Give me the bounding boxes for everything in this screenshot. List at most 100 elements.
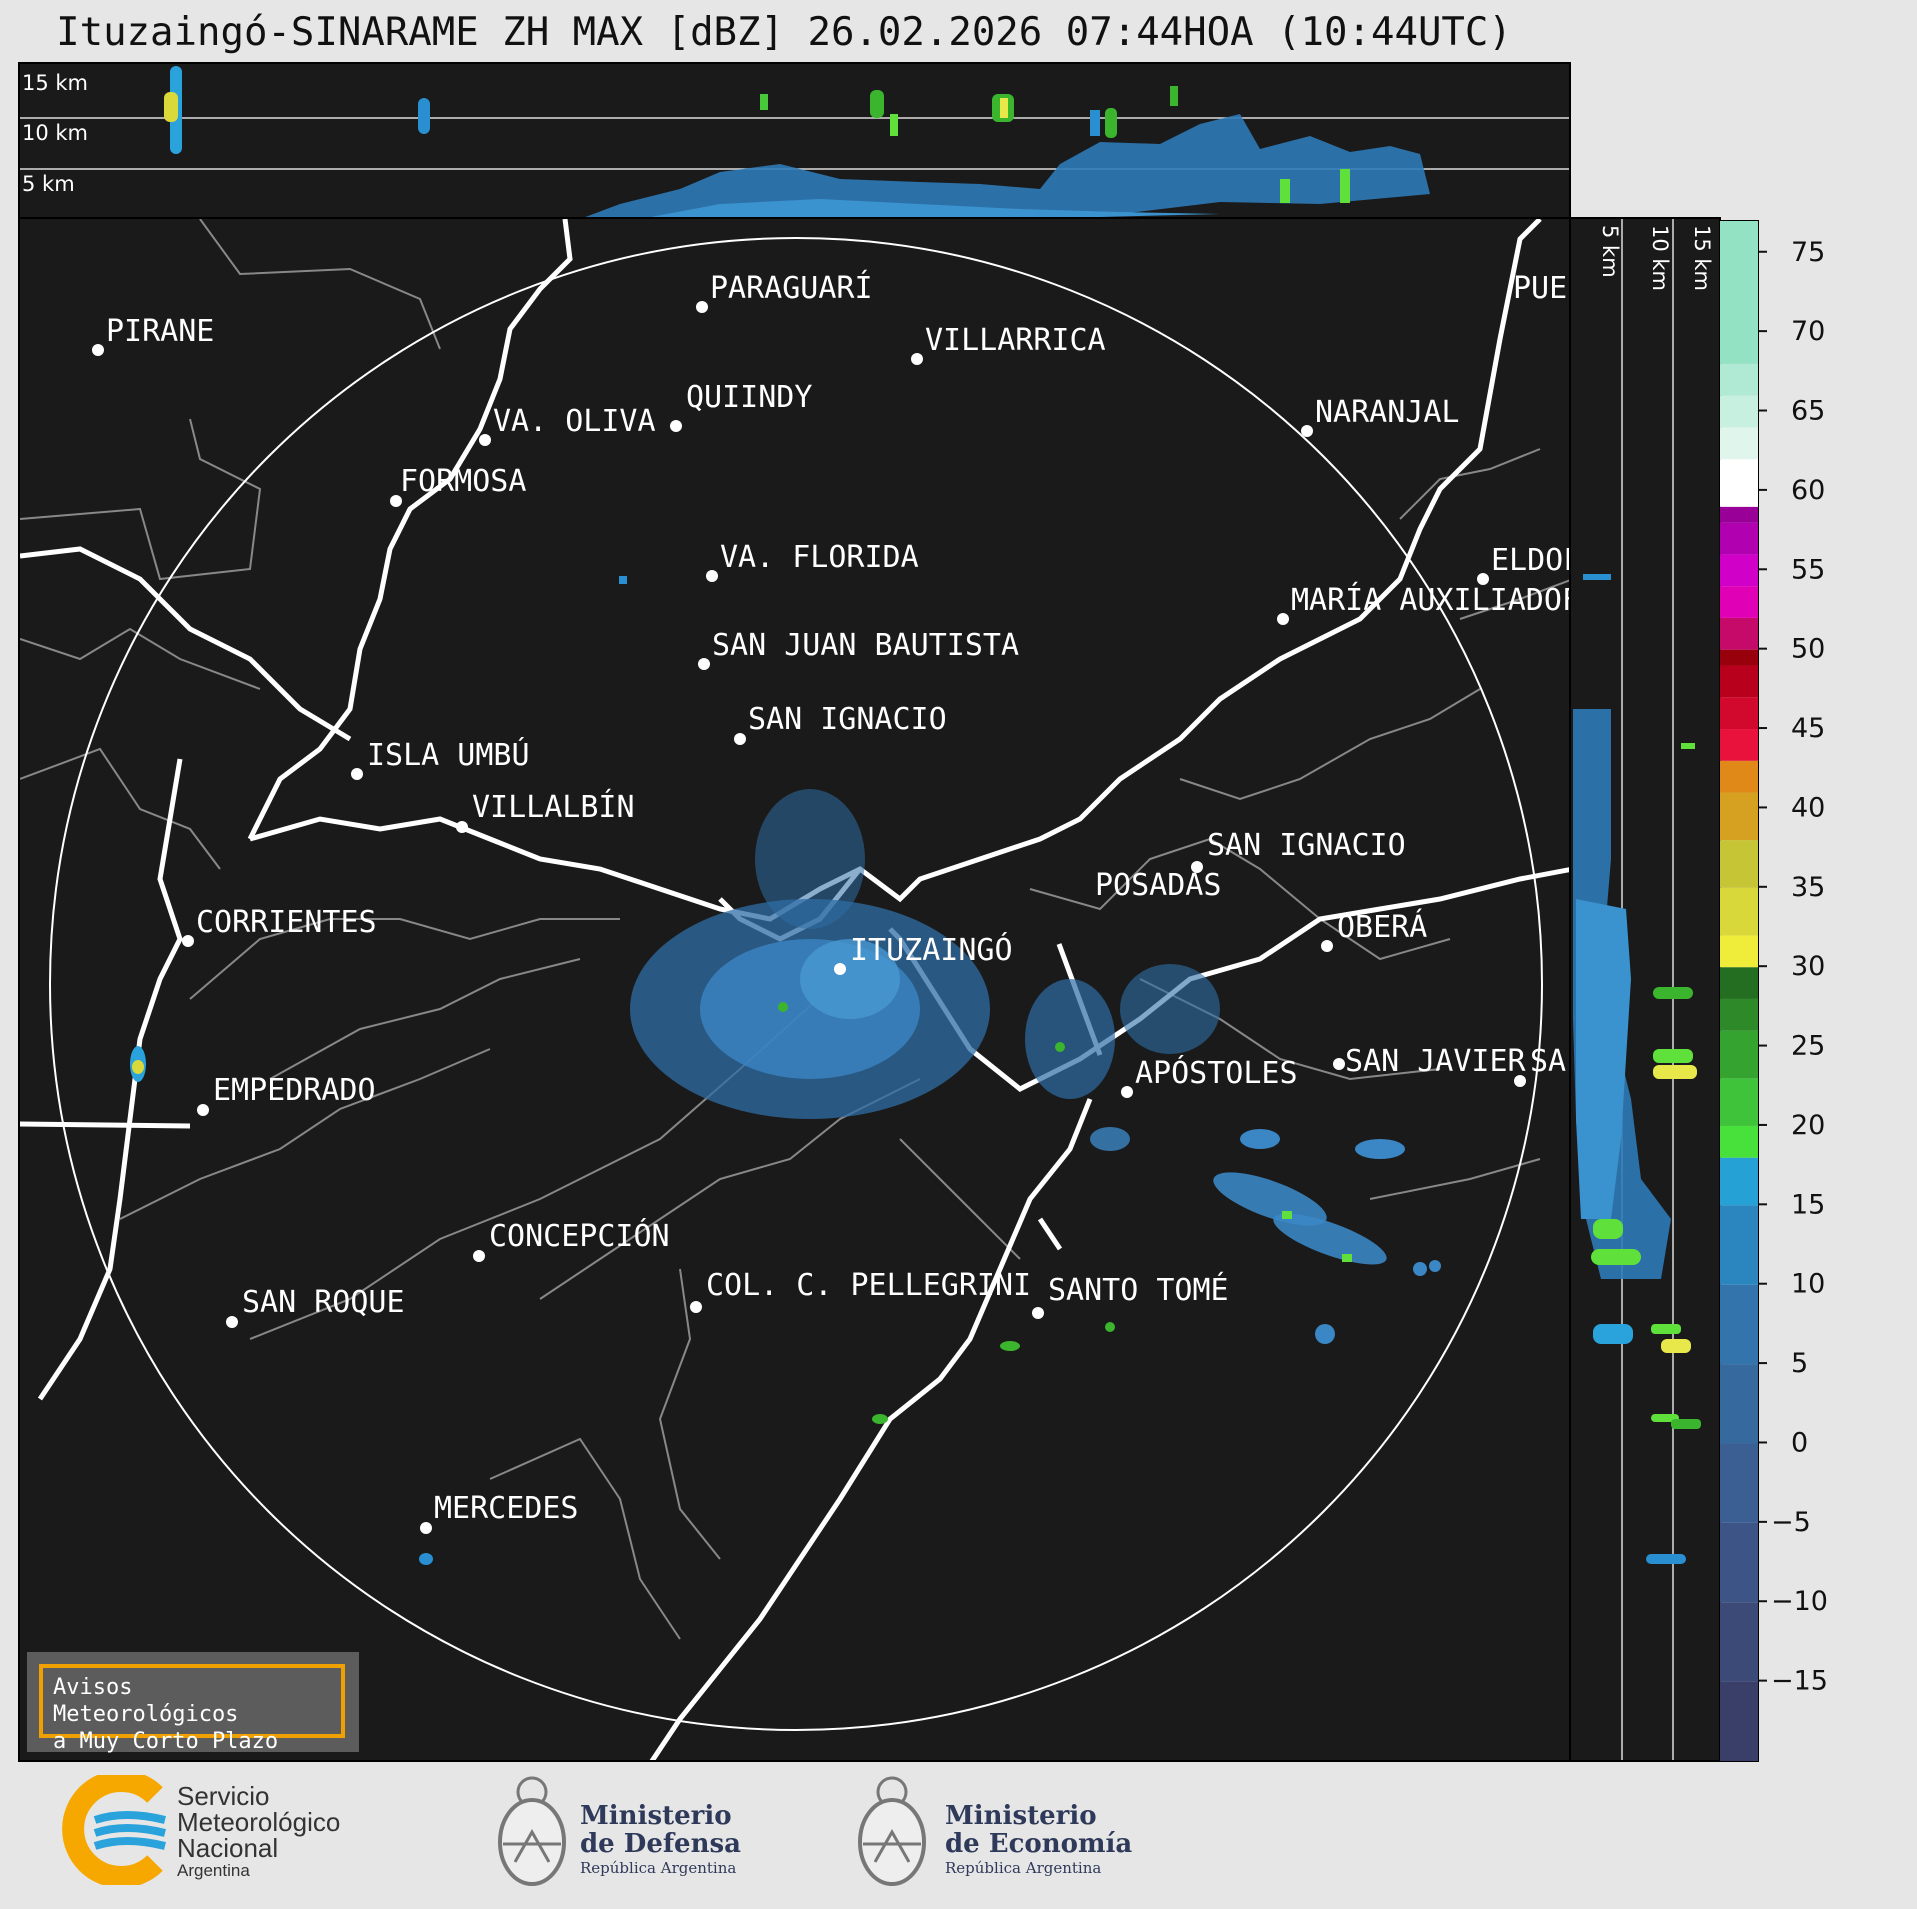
top-height-svg: 15 km 10 km 5 km bbox=[20, 66, 1569, 217]
city-label-apostoles: APÓSTOLES bbox=[1135, 1054, 1298, 1091]
colorbar-tick-label: 75 bbox=[1791, 237, 1825, 268]
city-empedrado: EMPEDRADO bbox=[197, 1073, 376, 1116]
colorbar-tick-label: −10 bbox=[1771, 1586, 1828, 1617]
colorbar-band bbox=[1720, 665, 1758, 698]
colorbar-tick-label: −5 bbox=[1771, 1507, 1811, 1538]
city-label-san-roque: SAN ROQUE bbox=[242, 1285, 405, 1320]
colorbar-band bbox=[1720, 554, 1758, 587]
height-label-15km: 15 km bbox=[22, 71, 88, 95]
side-height-label-5km: 5 km bbox=[1598, 225, 1622, 278]
colorbar-tick-label: 35 bbox=[1791, 872, 1825, 903]
city-label-obera: OBERÁ bbox=[1337, 909, 1427, 945]
city-label-col-pellegrini: COL. C. PELLEGRINI bbox=[706, 1268, 1031, 1303]
colorbar-band bbox=[1720, 1681, 1758, 1761]
map-title: Ituzaingó-SINARAME ZH MAX [dBZ] 26.02.20… bbox=[56, 10, 1512, 55]
city-isla-umbu: ISLA UMBÚ bbox=[351, 736, 530, 780]
city-label-va-oliva: VA. OLIVA bbox=[493, 404, 656, 439]
colorbar-band bbox=[1720, 887, 1758, 936]
colorbar-band bbox=[1720, 1157, 1758, 1206]
colorbar-band bbox=[1720, 1125, 1758, 1158]
city-villalbin: VILLALBÍN bbox=[456, 789, 635, 833]
radar-map-svg: PIRANE PARAGUARÍ VILLARRICA QUIINDY VA. … bbox=[20, 219, 1571, 1760]
city-apostoles: APÓSTOLES bbox=[1121, 1054, 1298, 1098]
colorbar-tick-label: 45 bbox=[1791, 713, 1825, 744]
smn-line2: Meteorológico bbox=[177, 1807, 341, 1837]
colorbar-band bbox=[1720, 1284, 1758, 1365]
top-echo-cells bbox=[164, 66, 1430, 217]
city-puef: PUEF bbox=[1513, 271, 1571, 306]
colorbar-tick-label: 10 bbox=[1791, 1269, 1825, 1300]
colorbar-band bbox=[1720, 1602, 1758, 1682]
city-label-va-florida: VA. FLORIDA bbox=[720, 540, 919, 575]
city-label-ituzaingo: ITUZAINGÓ bbox=[850, 931, 1013, 968]
colorbar-band bbox=[1720, 967, 1758, 999]
colorbar-band bbox=[1720, 617, 1758, 650]
defensa-line2: de Defensa bbox=[580, 1829, 741, 1859]
city-label-isla-umbu: ISLA UMBÚ bbox=[367, 736, 530, 773]
colorbar-band bbox=[1720, 1205, 1758, 1285]
city-concepcion: CONCEPCIÓN bbox=[473, 1217, 670, 1262]
side-height-label-15km: 15 km bbox=[1690, 225, 1714, 291]
colorbar-tick-label: 20 bbox=[1791, 1110, 1825, 1141]
colorbar-band bbox=[1720, 998, 1758, 1031]
colorbar-band bbox=[1720, 840, 1758, 888]
city-label-villalbin: VILLALBÍN bbox=[472, 789, 635, 825]
colorbar-band bbox=[1720, 395, 1758, 428]
warning-box[interactable]: Avisos Meteorológicos a Muy Corto Plazo bbox=[39, 1664, 345, 1754]
colorbar-band bbox=[1720, 1030, 1758, 1079]
city-label-eldof: ELDOF bbox=[1491, 543, 1571, 578]
border-segment-2 bbox=[20, 1121, 191, 1129]
city-label-naranjal: NARANJAL bbox=[1315, 395, 1460, 430]
colorbar-band bbox=[1720, 1522, 1758, 1603]
colorbar-band bbox=[1720, 506, 1758, 523]
colorbar-band bbox=[1720, 1078, 1758, 1126]
city-label-sai: SAI bbox=[1530, 1044, 1571, 1079]
city-label-formosa: FORMOSA bbox=[400, 464, 526, 499]
radar-map-panel: PIRANE PARAGUARÍ VILLARRICA QUIINDY VA. … bbox=[18, 217, 1571, 1762]
city-label-san-juan-bautista: SAN JUAN BAUTISTA bbox=[712, 628, 1019, 663]
city-label-san-javier: SAN JAVIER bbox=[1345, 1044, 1527, 1079]
side-echo-cells bbox=[1573, 574, 1701, 1564]
colorbar-band bbox=[1720, 792, 1758, 841]
city-label-corrientes: CORRIENTES bbox=[196, 905, 377, 940]
city-villarrica: VILLARRICA bbox=[911, 323, 1106, 365]
side-height-label-10km: 10 km bbox=[1648, 225, 1672, 291]
economia-line2: de Economía bbox=[945, 1829, 1133, 1859]
city-san-ignacio-py: SAN IGNACIO bbox=[734, 702, 947, 745]
economia-logo: Ministerio de Economía República Argenti… bbox=[855, 1772, 1135, 1902]
city-quiindy: QUIINDY bbox=[670, 380, 812, 432]
colorbar-band bbox=[1720, 459, 1758, 507]
city-sai: SAI bbox=[1514, 1044, 1571, 1087]
colorbar bbox=[1719, 220, 1759, 1762]
city-san-ignacio-ar: SAN IGNACIO bbox=[1191, 828, 1406, 873]
city-formosa: FORMOSA bbox=[390, 464, 526, 507]
colorbar-tick-label: 65 bbox=[1791, 396, 1825, 427]
city-va-florida: VA. FLORIDA bbox=[706, 540, 919, 582]
city-va-oliva: VA. OLIVA bbox=[479, 404, 656, 446]
warning-line1: Avisos Meteorológicos bbox=[53, 1675, 239, 1727]
colorbar-tick-label: 0 bbox=[1791, 1427, 1808, 1458]
colorbar-tick-label: 30 bbox=[1791, 951, 1825, 982]
city-paraguari: PARAGUARÍ bbox=[696, 270, 873, 313]
side-height-panel: 5 km 10 km 15 km bbox=[1569, 217, 1721, 1762]
city-label-posadas: POSADAS bbox=[1095, 868, 1221, 903]
city-label-puef: PUEF bbox=[1513, 271, 1571, 306]
city-label-maria-auxiliadora: MARÍA AUXILIADOF bbox=[1291, 582, 1571, 618]
city-corrientes: CORRIENTES bbox=[182, 905, 377, 947]
colorbar-band bbox=[1720, 729, 1758, 761]
colorbar-tick-label: 40 bbox=[1791, 792, 1825, 823]
smn-line3: Nacional bbox=[177, 1833, 279, 1863]
colorbar-band bbox=[1720, 1443, 1758, 1523]
city-obera: OBERÁ bbox=[1321, 909, 1427, 952]
city-label-empedrado: EMPEDRADO bbox=[213, 1073, 376, 1108]
colorbar-band bbox=[1720, 586, 1758, 618]
city-maria-auxiliadora: MARÍA AUXILIADOF bbox=[1277, 582, 1571, 625]
city-label-santo-tome: SANTO TOMÉ bbox=[1048, 1272, 1229, 1308]
colorbar-band bbox=[1720, 522, 1758, 555]
height-label-10km: 10 km bbox=[22, 121, 88, 145]
side-height-svg: 5 km 10 km 15 km bbox=[1573, 219, 1714, 1760]
city-label-san-ignacio-ar: SAN IGNACIO bbox=[1207, 828, 1406, 863]
smn-logo-icon bbox=[62, 1775, 166, 1885]
city-label-quiindy: QUIINDY bbox=[686, 380, 812, 415]
colorbar-tick-label: 15 bbox=[1791, 1189, 1825, 1220]
